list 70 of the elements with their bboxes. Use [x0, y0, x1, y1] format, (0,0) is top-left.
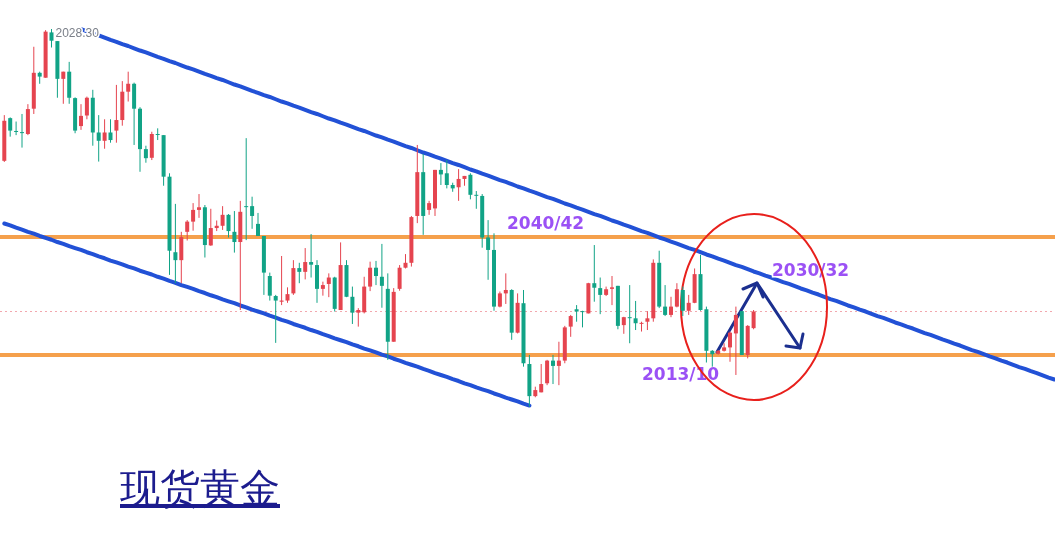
- candlestick: [374, 260, 378, 286]
- annotation: 2040/42: [507, 213, 585, 233]
- candlestick: [226, 213, 231, 238]
- candlestick: [356, 307, 361, 328]
- candlestick: [303, 247, 308, 280]
- candlestick: [273, 294, 278, 344]
- candlestick: [674, 282, 679, 308]
- candlestick: [267, 272, 272, 302]
- candlestick: [208, 208, 213, 247]
- candlestick: [751, 309, 756, 330]
- candlestick: [197, 193, 201, 219]
- candlestick: [639, 321, 644, 333]
- candlestick: [20, 113, 24, 149]
- candlestick: [126, 71, 131, 103]
- candlestick: [722, 342, 727, 353]
- candlestick: [350, 286, 355, 325]
- candlestick: [468, 172, 473, 200]
- candlestick: [733, 306, 738, 376]
- candlestick: [669, 296, 673, 318]
- candlestick: [96, 114, 101, 163]
- candlestick: [397, 264, 402, 292]
- candlestick: [368, 261, 373, 292]
- candlestick: [379, 243, 384, 309]
- candlestick: [686, 294, 691, 316]
- candlestick: [551, 354, 555, 385]
- candlestick: [486, 219, 491, 281]
- candlestick: [320, 281, 325, 297]
- candlestick: [297, 262, 302, 284]
- candlestick: [456, 168, 461, 202]
- candlestick: [256, 212, 260, 237]
- candlestick: [728, 331, 732, 363]
- candlestick: [173, 203, 178, 284]
- candlestick: [315, 259, 319, 304]
- candlestick: [592, 244, 597, 303]
- candlestick: [444, 159, 449, 189]
- candlestick: [84, 96, 89, 120]
- candlestick: [598, 277, 603, 315]
- candlestick: [326, 272, 331, 298]
- candlestick: [14, 121, 19, 136]
- candlestick: [645, 310, 650, 331]
- candlestick: [149, 131, 154, 161]
- candlestick: [474, 190, 479, 210]
- candlestick: [633, 300, 638, 331]
- text: 现货黄金: [120, 465, 280, 511]
- candlestick: [61, 71, 66, 105]
- candlestick: [191, 202, 196, 232]
- candlestick: [143, 145, 148, 164]
- candlestick: [610, 275, 614, 306]
- candlestick: [102, 118, 107, 150]
- candlestick: [108, 118, 113, 144]
- candlestick: [179, 231, 184, 284]
- candlestick: [309, 233, 314, 279]
- candlestick: [539, 363, 544, 393]
- candlestick: [114, 84, 119, 144]
- candlestick: [220, 205, 225, 231]
- candlestick: [545, 359, 550, 386]
- candlestick: [568, 314, 573, 338]
- candlestick: [8, 116, 13, 138]
- candlestick: [79, 103, 83, 131]
- candlestick: [155, 127, 160, 141]
- candlestick: [680, 286, 685, 317]
- candlestick: [49, 28, 54, 49]
- candlestick: [663, 284, 668, 317]
- candlestick: [627, 284, 632, 344]
- candlestick: [556, 341, 561, 386]
- candlestick: [427, 200, 432, 216]
- candlestick: [185, 219, 190, 242]
- candlestick: [244, 137, 249, 241]
- candlestick: [250, 196, 255, 230]
- candlestick: [232, 210, 237, 254]
